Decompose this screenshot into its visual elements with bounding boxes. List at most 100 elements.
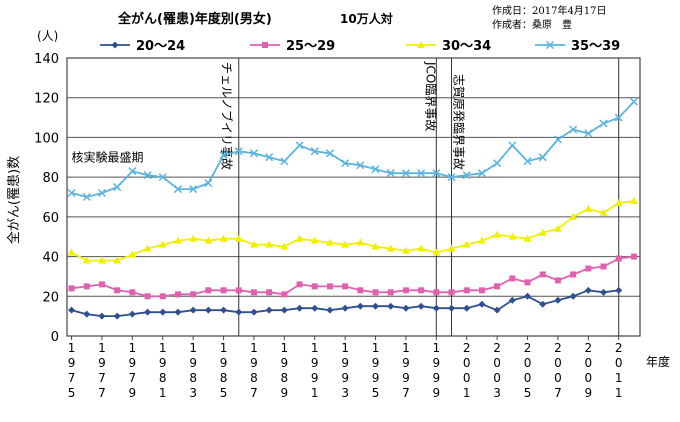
legend-marker <box>545 40 555 50</box>
data-point <box>584 204 593 212</box>
data-point <box>629 97 638 106</box>
data-point <box>372 289 379 296</box>
data-point <box>204 306 212 314</box>
data-point <box>310 147 319 156</box>
data-point <box>494 283 501 290</box>
data-point <box>143 171 152 180</box>
data-point <box>342 283 349 290</box>
data-point <box>295 234 304 242</box>
data-point <box>356 302 364 310</box>
data-point <box>310 236 319 244</box>
data-point <box>524 279 531 286</box>
data-point <box>98 312 106 320</box>
data-point <box>433 289 440 296</box>
y-tick-label: 100 <box>34 131 59 146</box>
data-point <box>144 308 152 316</box>
data-point <box>401 246 410 254</box>
data-point <box>83 283 90 290</box>
data-point <box>599 208 608 216</box>
data-point <box>311 283 318 290</box>
data-point <box>189 306 197 314</box>
data-point <box>386 169 395 178</box>
data-point <box>296 304 304 312</box>
data-point <box>235 287 242 294</box>
y-tick-label: 0 <box>51 330 59 345</box>
data-point <box>508 232 517 240</box>
data-point <box>569 212 578 220</box>
data-point <box>341 304 349 312</box>
y-unit-label: (人) <box>37 29 58 43</box>
data-point <box>97 188 106 198</box>
data-point <box>159 293 166 300</box>
y-axis-label: 全がん(罹患)数 <box>6 156 22 244</box>
data-point <box>234 147 243 156</box>
data-point <box>219 151 228 160</box>
event-label: JCO臨界事故 <box>423 61 438 131</box>
data-point <box>173 185 182 194</box>
data-point <box>538 228 547 236</box>
data-point <box>462 240 471 248</box>
legend-marker <box>417 41 425 48</box>
y-tick-label: 40 <box>42 251 59 266</box>
data-point <box>523 157 532 166</box>
data-point <box>402 287 409 294</box>
data-point <box>387 302 395 310</box>
data-point <box>174 308 182 316</box>
data-point <box>295 141 304 150</box>
data-point <box>371 165 380 174</box>
data-point <box>190 291 197 298</box>
data-point <box>508 141 517 150</box>
data-point <box>478 287 485 294</box>
data-point <box>538 153 547 162</box>
series-line-1 <box>71 255 635 298</box>
data-point <box>539 300 547 308</box>
data-point <box>447 173 456 182</box>
y-tick-label: 120 <box>34 92 59 107</box>
legend-label: 35〜39 <box>571 39 620 54</box>
data-point <box>357 287 364 294</box>
data-point <box>508 296 516 304</box>
data-point <box>158 173 167 182</box>
data-point <box>83 310 91 318</box>
data-point <box>129 289 136 296</box>
data-point <box>280 306 288 314</box>
data-point <box>477 169 486 178</box>
chart-subtitle: 10万人対 <box>340 11 393 26</box>
data-point <box>113 183 122 192</box>
data-point <box>569 125 578 134</box>
data-point <box>569 292 577 300</box>
data-point <box>235 308 243 316</box>
data-point <box>447 244 456 252</box>
x-axis-label: 年度 <box>646 354 670 369</box>
data-point <box>266 289 273 296</box>
data-point <box>600 288 608 296</box>
legend-marker <box>262 42 268 48</box>
data-point <box>249 149 258 158</box>
data-point <box>523 234 532 242</box>
data-point <box>173 236 182 244</box>
y-tick-label: 20 <box>42 290 59 305</box>
data-point <box>174 291 181 298</box>
data-point <box>220 287 227 294</box>
y-tick-label: 60 <box>42 211 59 226</box>
data-point <box>67 188 76 198</box>
legend-marker <box>111 41 119 49</box>
data-point <box>448 289 455 296</box>
data-point <box>356 238 365 246</box>
y-tick-label: 140 <box>34 52 59 67</box>
data-point <box>600 263 607 270</box>
series-line-0 <box>71 289 619 317</box>
data-point <box>371 242 380 250</box>
data-point <box>128 250 137 258</box>
data-point <box>205 287 212 294</box>
